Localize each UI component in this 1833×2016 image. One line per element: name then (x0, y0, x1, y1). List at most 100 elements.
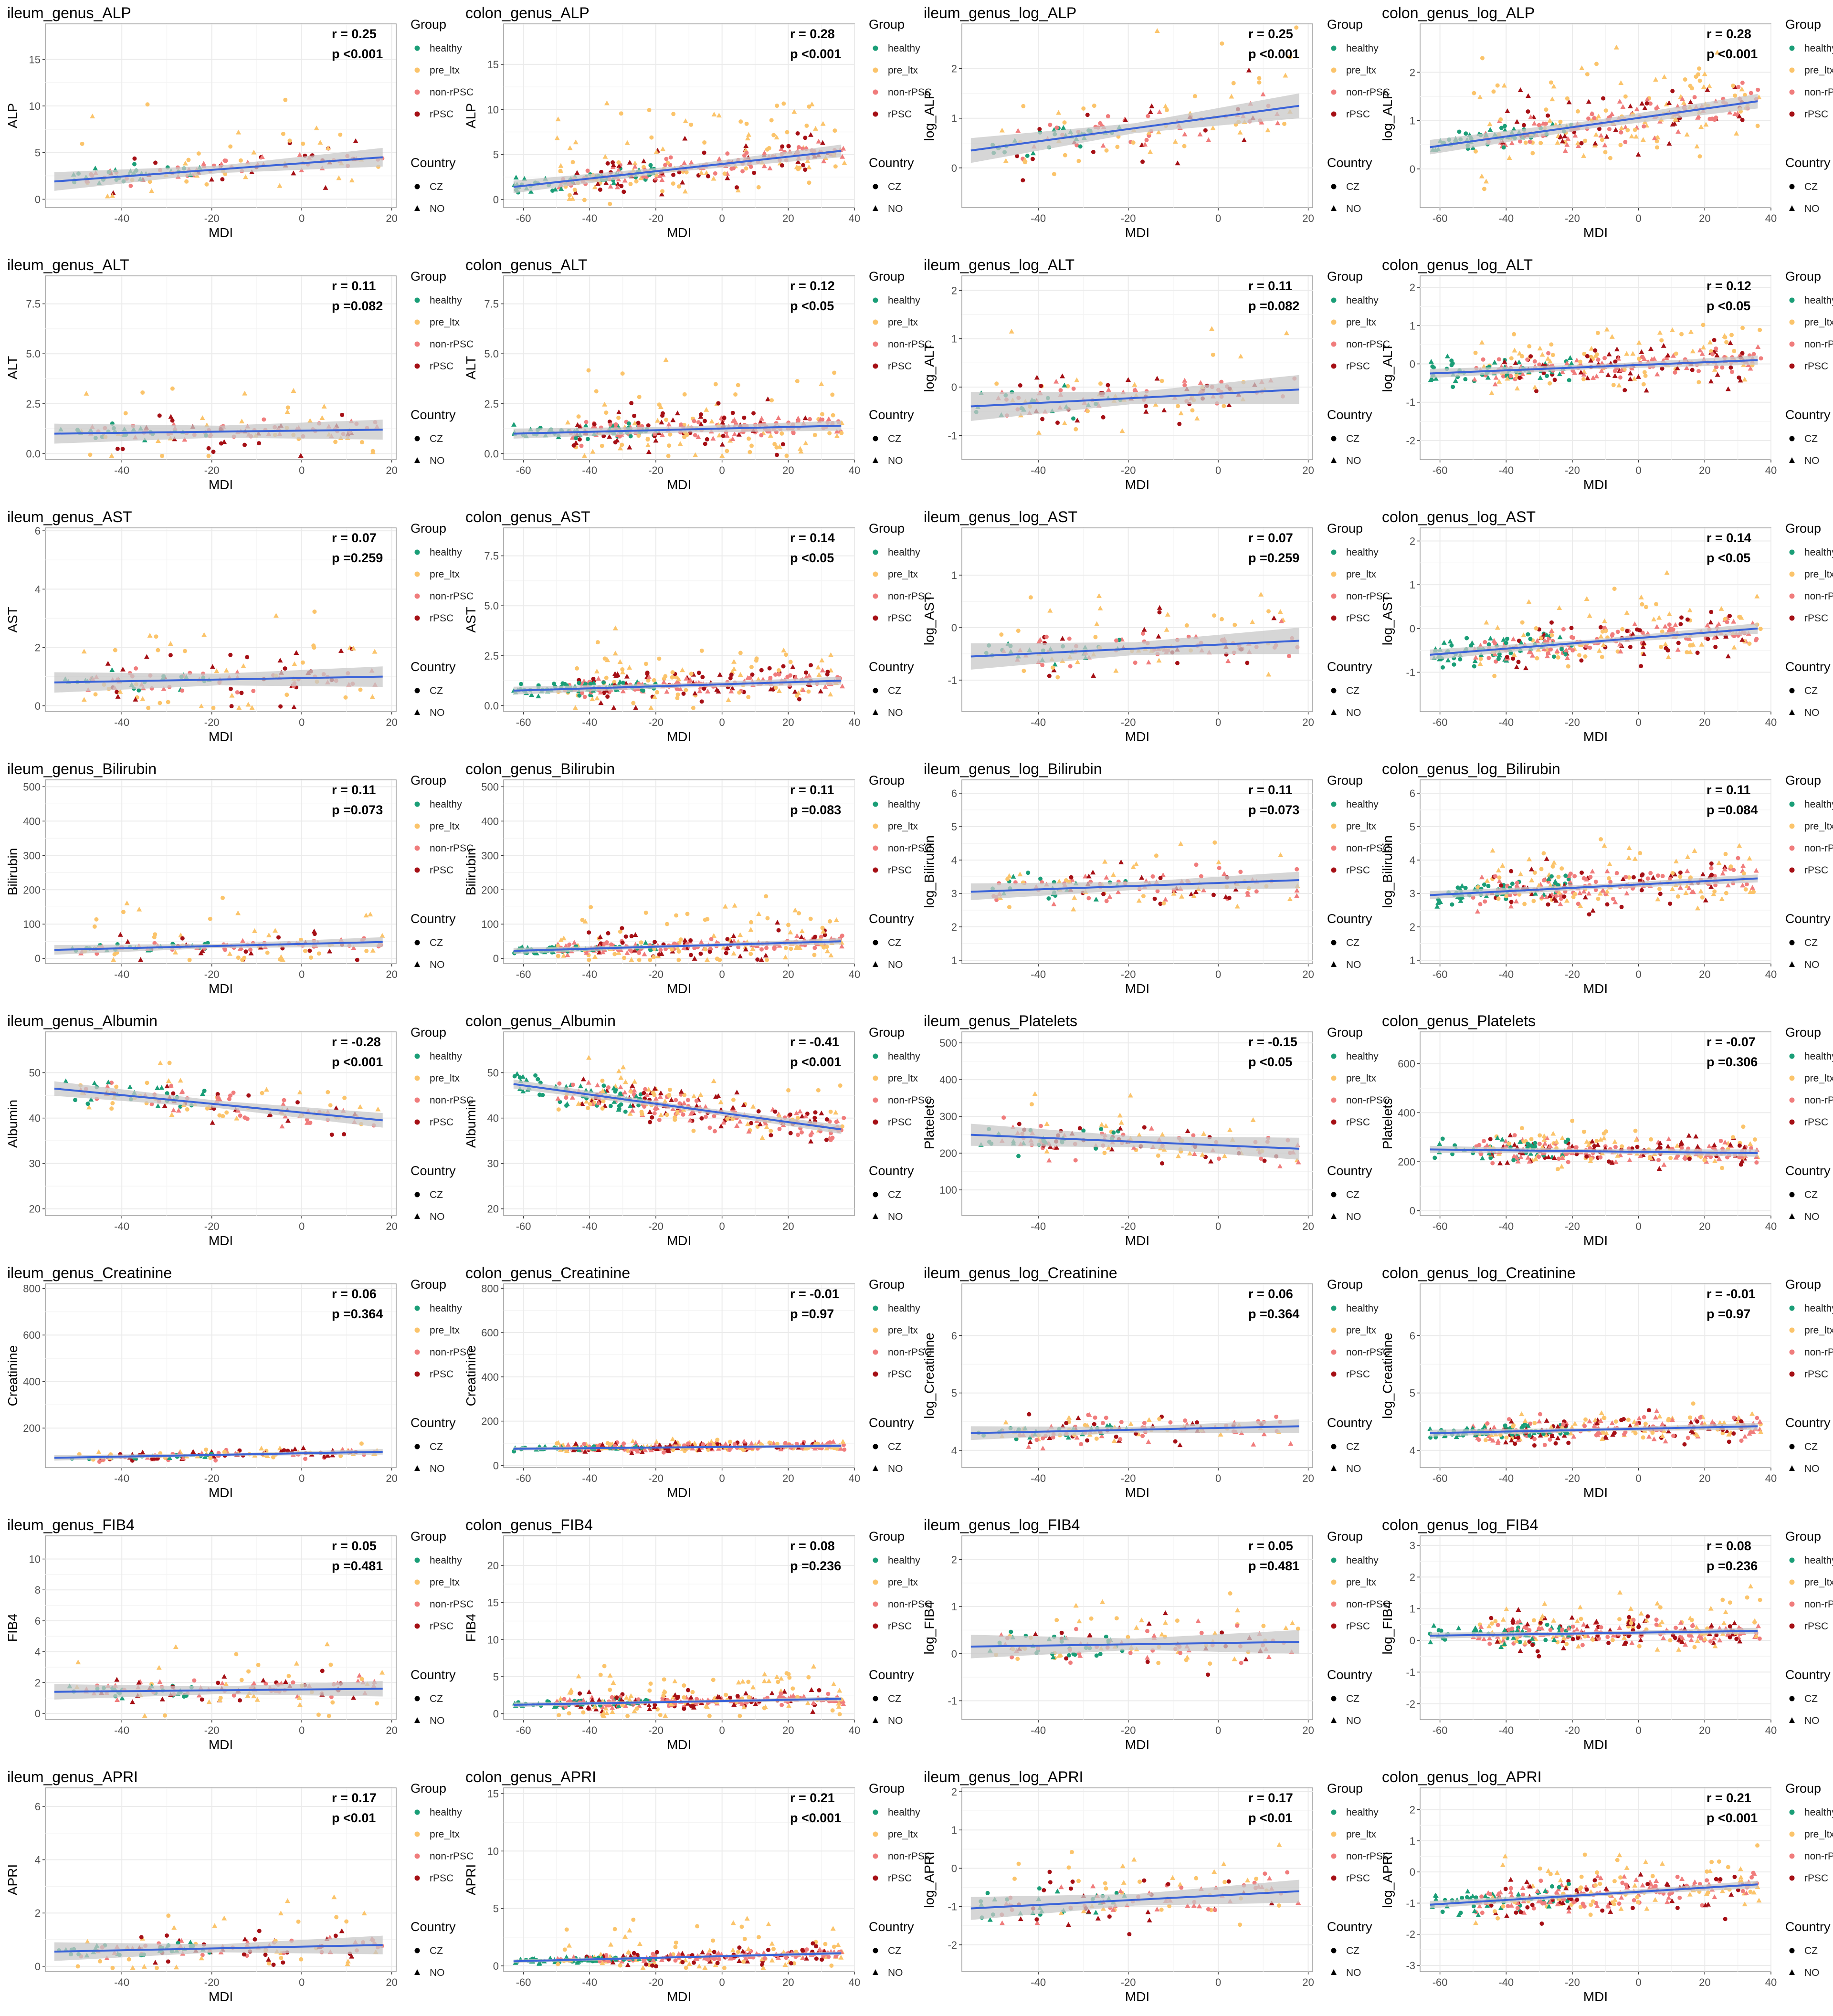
x-tick-label: 0 (299, 716, 305, 728)
x-tick-label: -20 (648, 968, 664, 980)
legend-title-country: Country (869, 912, 914, 926)
point-rPSC (278, 704, 283, 709)
point-pre_ltx (777, 668, 781, 672)
chart-title: colon_genus_log_AST (1382, 508, 1536, 525)
point-non-rPSC (1075, 143, 1079, 147)
legend-key-pre_ltx (1331, 319, 1337, 325)
y-tick-label: 2 (951, 921, 957, 933)
y-tick-label: 500 (481, 781, 499, 793)
point-rPSC (705, 437, 709, 441)
legend-key-healthy (873, 801, 878, 807)
point-pre_ltx (343, 695, 348, 700)
point-rPSC (1705, 87, 1710, 92)
stat-p: p <0.001 (790, 47, 841, 61)
point-rPSC (698, 421, 704, 427)
point-rPSC (1706, 637, 1710, 641)
point-rPSC (1627, 104, 1633, 109)
stat-r: r = 0.11 (1707, 783, 1750, 797)
point-rPSC (168, 653, 173, 658)
x-tick-label: -20 (204, 716, 220, 728)
point-rPSC (1625, 629, 1630, 633)
point-pre_ltx (620, 371, 625, 376)
point-pre_ltx (1674, 351, 1678, 356)
legend-label: healthy (430, 295, 462, 306)
point-non-rPSC (1182, 378, 1188, 383)
legend-label: CZ (1804, 937, 1818, 948)
point-pre_ltx (1747, 641, 1752, 646)
point-pre_ltx (558, 168, 564, 173)
point-non-rPSC (1588, 874, 1593, 879)
point-rPSC (696, 671, 701, 675)
point-pre_ltx (604, 675, 609, 680)
point-rPSC (595, 181, 600, 186)
point-healthy (519, 682, 524, 686)
point-pre_ltx (1076, 158, 1081, 163)
point-pre_ltx (616, 415, 621, 420)
point-rPSC (1241, 137, 1247, 142)
legend-key-non-rPSC (1789, 341, 1795, 347)
point-rPSC (1511, 656, 1516, 661)
point-pre_ltx (1595, 331, 1600, 336)
point-pre_ltx (1603, 150, 1608, 155)
point-non-rPSC (1588, 645, 1592, 650)
point-rPSC (627, 444, 632, 450)
point-rPSC (1505, 655, 1509, 660)
point-non-rPSC (1217, 866, 1222, 871)
point-rPSC (1670, 89, 1675, 94)
legend-key-triangle (414, 1213, 420, 1219)
legend: Grouphealthypre_ltxnon-rPSCrPSCCountryCZ… (1785, 17, 1833, 214)
chart-title: colon_genus_log_ALT (1382, 256, 1533, 273)
point-rPSC (1569, 626, 1574, 630)
point-rPSC (245, 655, 250, 660)
point-non-rPSC (1714, 116, 1718, 120)
legend-label: NO (888, 203, 903, 214)
point-pre_ltx (777, 444, 782, 449)
point-healthy (1451, 385, 1455, 389)
legend-label: non-rPSC (888, 339, 932, 350)
x-tick-label: -20 (1565, 968, 1580, 980)
legend-key-rPSC (1331, 111, 1337, 117)
point-pre_ltx (602, 401, 608, 407)
y-axis-label: AST (464, 607, 478, 632)
point-pre_ltx (1192, 94, 1197, 99)
legend-key-triangle (1789, 961, 1795, 967)
point-non-rPSC (1540, 121, 1546, 126)
legend-label: pre_ltx (888, 569, 918, 580)
legend-key-triangle (873, 709, 878, 715)
x-axis-label: MDI (667, 981, 691, 996)
x-tick-label: -20 (1121, 716, 1136, 728)
x-tick-label: 20 (1699, 716, 1710, 728)
point-rPSC (786, 144, 791, 148)
stat-r: r = 0.11 (1248, 783, 1292, 797)
point-pre_ltx (1085, 409, 1090, 413)
point-pre_ltx (1535, 656, 1539, 661)
point-pre_ltx (683, 189, 688, 194)
point-non-rPSC (1602, 142, 1608, 147)
x-axis-label: MDI (1125, 477, 1149, 492)
legend-key-pre_ltx (873, 67, 878, 73)
point-non-rPSC (1054, 126, 1059, 130)
legend-key-rPSC (414, 111, 420, 117)
x-tick-label: -40 (582, 968, 597, 980)
point-pre_ltx (1231, 81, 1236, 85)
point-non-rPSC (1219, 379, 1224, 384)
legend-title-country: Country (1785, 912, 1831, 926)
point-non-rPSC (1644, 96, 1650, 102)
y-tick-label: 15 (487, 59, 499, 71)
point-non-rPSC (579, 443, 584, 448)
legend-key-healthy (1331, 549, 1337, 555)
point-non-rPSC (707, 1125, 712, 1130)
point-rPSC (256, 441, 261, 446)
point-rPSC (1639, 664, 1643, 669)
legend-key-non-rPSC (1331, 593, 1337, 599)
point-pre_ltx (589, 905, 593, 910)
point-pre_ltx (1702, 71, 1707, 76)
point-healthy (1440, 665, 1445, 670)
legend-title-country: Country (1327, 156, 1372, 170)
point-rPSC (788, 1131, 793, 1135)
point-pre_ltx (1220, 617, 1224, 621)
legend-key-circle (414, 1192, 420, 1197)
point-non-rPSC (695, 434, 701, 439)
y-tick-label: 1 (1410, 320, 1415, 332)
